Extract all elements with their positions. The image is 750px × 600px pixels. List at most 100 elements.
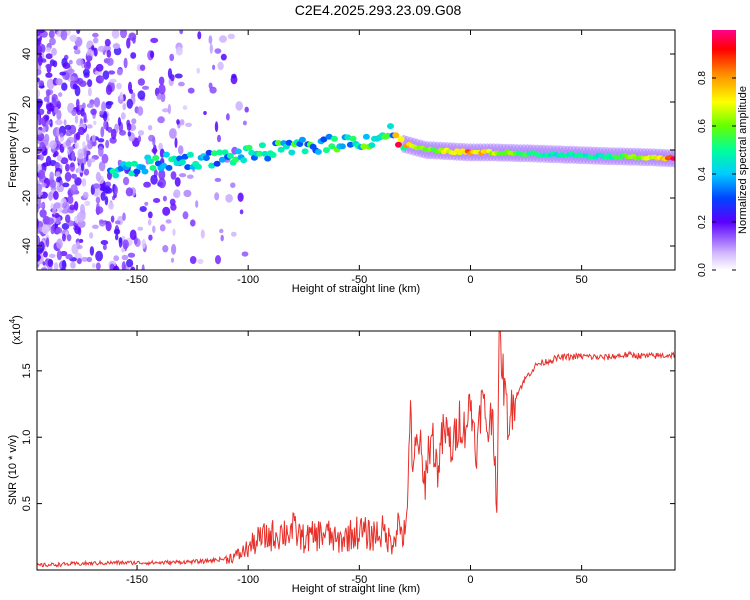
spectral-speckle: [49, 160, 57, 167]
spectral-speckle: [76, 30, 81, 34]
spectral-speckle: [89, 246, 95, 256]
spectral-speckle: [67, 195, 74, 205]
spectral-speckle: [95, 206, 104, 214]
spectral-speckle: [49, 171, 54, 180]
spectral-speckle: [61, 82, 68, 91]
spectral-speckle: [162, 195, 167, 202]
spectral-speckle: [91, 45, 95, 51]
ridge-cell: [362, 133, 370, 140]
spectral-speckle: [157, 116, 165, 124]
spectral-speckle: [56, 250, 63, 261]
spectral-speckle: [39, 153, 44, 161]
spectral-speckle: [230, 75, 238, 85]
x-tick-label: -100: [237, 574, 259, 586]
spectral-speckle: [141, 264, 145, 270]
spectral-speckle: [91, 134, 96, 142]
ridge-cell: [338, 143, 346, 150]
colorbar-label: Normalized spectral amplitude: [737, 86, 749, 234]
spectral-speckle: [137, 226, 144, 231]
spectral-speckle: [113, 228, 121, 235]
spectral-speckle: [141, 238, 146, 249]
spectral-speckle: [122, 103, 127, 111]
ridge-cell: [208, 162, 216, 169]
spectral-speckle: [110, 128, 117, 140]
spectral-speckle: [121, 261, 126, 270]
spectral-speckle: [92, 183, 101, 189]
spectral-speckle: [73, 201, 79, 211]
spectral-speckle: [102, 70, 110, 80]
spectral-speckle: [231, 231, 237, 237]
colorbar-tick-label: 0.2: [697, 215, 708, 229]
ridge-cell: [670, 156, 675, 161]
x-tick-label: -150: [126, 274, 148, 286]
spectral-speckle: [162, 108, 170, 113]
colorbar-tick-label: 0.4: [697, 167, 708, 181]
spectral-speckle: [87, 139, 94, 150]
x-tick-label: -50: [351, 574, 367, 586]
ridge-cell: [346, 141, 354, 148]
spectral-speckle: [158, 142, 163, 151]
spectral-speckle: [184, 122, 193, 128]
spectral-speckle: [89, 232, 94, 239]
spectral-speckle: [74, 142, 79, 150]
spectral-speckle: [68, 59, 73, 65]
spectral-speckle: [117, 117, 121, 127]
spectral-speckle: [37, 98, 43, 107]
spectral-speckle: [80, 108, 85, 117]
spectral-speckle: [95, 171, 101, 182]
x-tick-label: -150: [126, 574, 148, 586]
spectral-speckle: [98, 146, 104, 157]
spectral-speckle: [66, 234, 72, 242]
spectral-speckle: [83, 61, 91, 71]
ridge-cell: [117, 165, 125, 172]
spectral-speckle: [108, 70, 116, 75]
spectral-speckle: [197, 31, 202, 40]
top-y-ticks: -40 -20 0 20 40: [21, 48, 675, 254]
ridge-cell: [288, 149, 296, 156]
spectral-speckle: [237, 192, 244, 202]
spectral-speckle: [93, 120, 97, 126]
ridge-cell: [202, 155, 210, 161]
spectral-speckle: [85, 55, 93, 62]
spectral-speckle: [46, 110, 51, 115]
ridge-cell: [392, 132, 400, 139]
spectral-speckle: [178, 173, 187, 178]
spectral-speckle: [60, 267, 66, 270]
spectral-speckle: [46, 103, 54, 112]
spectral-speckle: [37, 39, 41, 46]
spectral-speckle: [215, 255, 221, 265]
ridge-cell: [218, 156, 226, 163]
spectral-speckle: [56, 155, 63, 162]
spectral-speckle: [83, 168, 90, 176]
spectral-speckle: [38, 80, 44, 87]
spectral-speckle: [186, 174, 194, 179]
spectral-speckle: [147, 125, 153, 131]
y-tick-label: 40: [21, 48, 33, 60]
spectral-speckle: [91, 140, 97, 147]
y-tick-label: 1.0: [21, 430, 33, 445]
spectral-speckle: [167, 103, 171, 115]
spectral-speckle: [71, 109, 77, 116]
ridge-cell: [298, 136, 306, 143]
spectral-speckle: [69, 146, 74, 153]
spectral-speckle: [95, 250, 103, 262]
spectral-speckle: [128, 81, 132, 93]
spectral-speckle: [122, 239, 129, 250]
ridge-cell: [314, 148, 322, 155]
spectral-speckle: [116, 82, 122, 90]
spectral-speckle: [137, 90, 146, 100]
y-tick-label: -20: [21, 190, 33, 206]
spectral-speckle: [83, 148, 87, 158]
ridge-cell: [269, 152, 277, 158]
x-tick-label: 50: [576, 274, 588, 286]
spectral-speckle: [64, 124, 72, 131]
spectral-speckle: [244, 106, 249, 113]
spectral-speckle: [173, 189, 181, 199]
spectral-speckle: [170, 74, 175, 82]
spectral-speckle: [112, 265, 120, 270]
spectral-speckle: [39, 209, 47, 218]
spectral-speckle: [97, 138, 105, 143]
spectral-speckle: [178, 81, 185, 87]
y-tick-label: 0: [21, 147, 33, 153]
spectral-speckle: [81, 178, 87, 187]
